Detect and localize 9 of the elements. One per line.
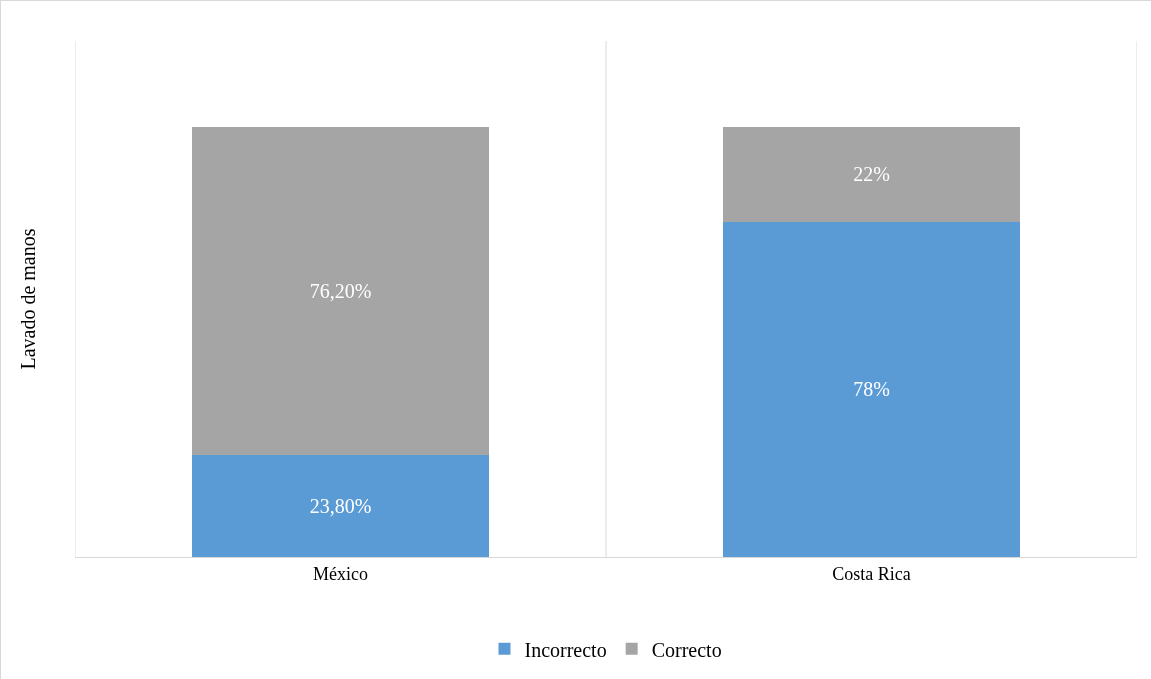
- data-label: 23,80%: [309, 494, 372, 517]
- y-axis-title: Lavado de manos: [17, 228, 39, 370]
- x-tick-label: México: [313, 563, 368, 584]
- legend-label: Correcto: [651, 638, 722, 661]
- x-tick-label: Costa Rica: [832, 563, 911, 584]
- data-label: 22%: [853, 163, 890, 186]
- legend-label: Incorrecto: [524, 638, 607, 661]
- data-label: 76,20%: [309, 279, 372, 302]
- data-label: 78%: [853, 378, 890, 401]
